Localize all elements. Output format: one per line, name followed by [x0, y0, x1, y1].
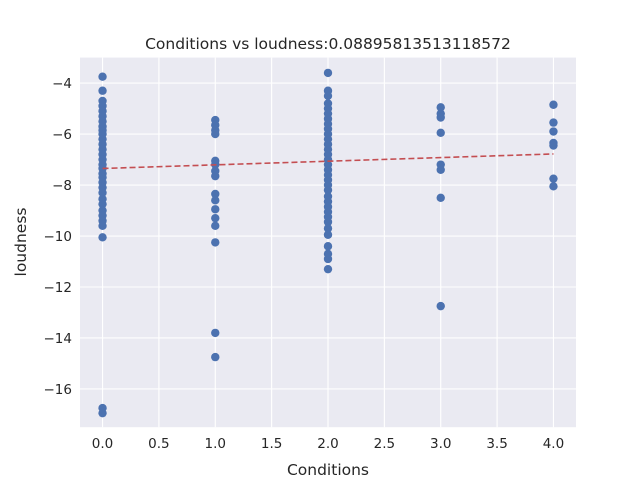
scatter-point [211, 221, 220, 231]
y-tick-label: −12 [44, 280, 73, 296]
chart-marks [98, 68, 558, 418]
x-tick-label: 3.5 [486, 436, 507, 452]
scatter-point [98, 233, 107, 242]
x-tick-label: 2.0 [317, 436, 338, 452]
scatter-point [436, 103, 445, 112]
y-tick-label: −8 [52, 178, 72, 194]
scatter-point [549, 141, 558, 150]
y-axis-label: loudness [12, 208, 30, 277]
scatter-point [211, 213, 220, 223]
scatter-point [323, 68, 333, 78]
x-tick-label: 1.5 [261, 436, 282, 452]
scatter-point [98, 199, 107, 209]
x-tick-label: 0.5 [148, 436, 169, 452]
scatter-point [549, 182, 558, 191]
scatter-point [549, 127, 558, 136]
scatter-point [98, 86, 107, 95]
y-tick-label: −6 [52, 127, 72, 143]
scatter-point [323, 224, 333, 233]
scatter-point [323, 91, 333, 101]
trend-line [102, 153, 554, 170]
scatter-point [549, 118, 558, 127]
y-tick-label: −14 [44, 331, 73, 347]
scatter-point [323, 230, 333, 239]
scatter-point [211, 352, 220, 362]
scatter-point [323, 264, 333, 274]
scatter-point [436, 165, 445, 174]
scatter-point [211, 238, 220, 247]
scatter-point [323, 242, 333, 251]
scatter-point [436, 113, 445, 122]
scatter-point [211, 189, 220, 199]
x-tick-label: 0.0 [92, 436, 113, 452]
scatter-point [98, 188, 107, 197]
x-tick-label: 2.5 [374, 436, 395, 452]
scatter-point [98, 72, 107, 81]
scatter-point [436, 128, 445, 137]
y-tick-label: −10 [44, 229, 73, 245]
scatter-point [211, 205, 220, 214]
scatter-point [98, 408, 107, 418]
x-tick-label: 1.0 [205, 436, 226, 452]
scatter-point [323, 254, 333, 264]
x-tick-label: 4.0 [543, 436, 564, 452]
scatter-point [98, 221, 107, 231]
y-tick-label: −4 [52, 76, 72, 92]
scatter-point [211, 129, 220, 139]
scatter-point [549, 100, 558, 109]
scatter-point [323, 185, 333, 195]
chart-title: Conditions vs loudness:0.088958135131185… [145, 35, 511, 53]
scatter-point [436, 193, 445, 202]
y-tick-label: −16 [44, 382, 73, 398]
scatter-point [436, 301, 445, 311]
x-tick-label: 3.0 [430, 436, 451, 452]
scatter-point [211, 328, 220, 338]
tick-labels: 0.0 0.5 1.0 1.5 2.0 2.5 3.0 3.5 4.0 −16 −14 −12 −10 −… [44, 76, 565, 452]
scatter-point [211, 171, 220, 181]
scatter-point [323, 217, 333, 227]
scatter-point [211, 196, 220, 205]
scatter-point [549, 174, 558, 183]
x-axis-label: Conditions [287, 461, 369, 479]
